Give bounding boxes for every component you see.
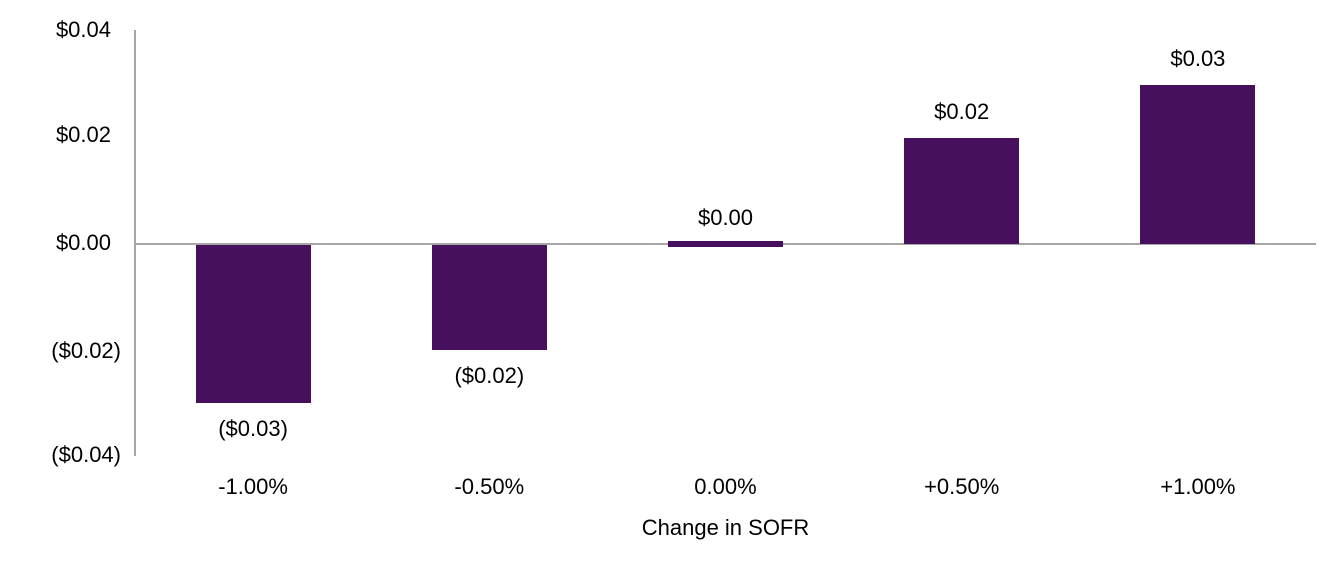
x-tick-label: +0.50% — [924, 474, 1000, 499]
y-tick-label: $0.04 — [55, 17, 111, 42]
bar — [1140, 85, 1256, 244]
bar-value-label: $0.00 — [697, 205, 754, 230]
x-axis-title: Change in SOFR — [641, 515, 810, 540]
x-tick-label: +1.00% — [1160, 474, 1236, 499]
y-tick-label: ($0.04) — [51, 442, 121, 467]
bar-value-label: $0.03 — [1170, 46, 1226, 71]
x-tick-label: -0.50% — [454, 474, 525, 499]
y-tick-label: $0.00 — [55, 230, 111, 255]
y-tick-label: $0.02 — [55, 122, 111, 147]
y-tick-label: ($0.02) — [51, 338, 121, 363]
bar — [195, 245, 311, 403]
bar — [431, 245, 547, 350]
bar-value-label: ($0.03) — [218, 416, 288, 441]
x-tick-label: 0.00% — [694, 474, 757, 499]
x-tick-label: -1.00% — [218, 474, 288, 499]
bar — [904, 138, 1020, 244]
bar-value-label: ($0.02) — [454, 363, 525, 388]
bar-value-label: $0.02 — [934, 99, 990, 124]
bar — [668, 241, 783, 247]
